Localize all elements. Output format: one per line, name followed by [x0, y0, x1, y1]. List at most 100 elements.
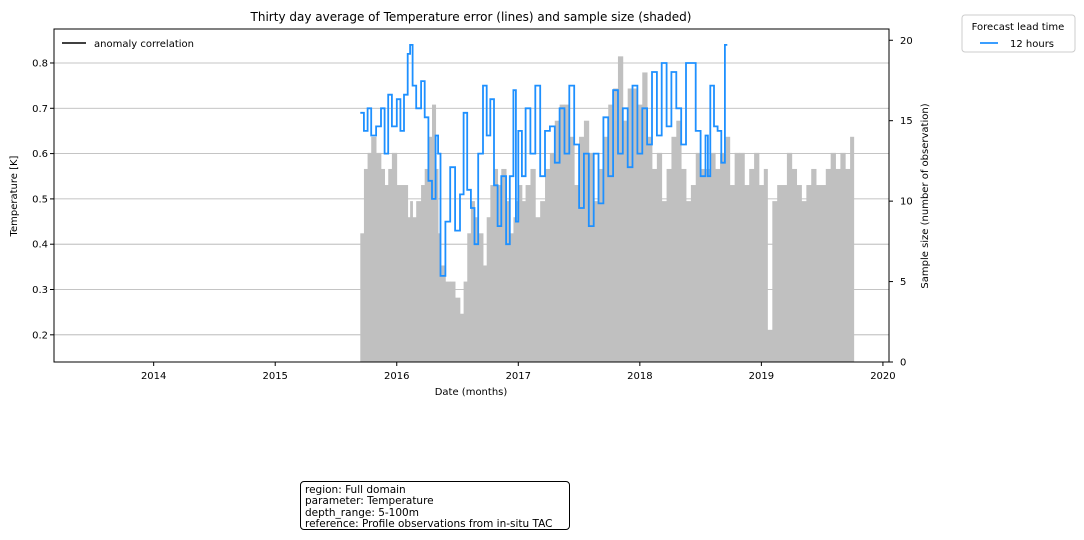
sample-size-bar [363, 168, 368, 362]
sample-size-bar [486, 217, 491, 362]
sample-size-bar [459, 313, 464, 362]
sample-size-bar [509, 233, 514, 362]
y-axis-ticks: 0.2 0.3 0.4 0.5 0.6 0.7 0.8 [32, 58, 54, 341]
sample-size-bar [521, 201, 526, 362]
sample-size-bar [404, 185, 409, 362]
sample-size-bar [396, 185, 401, 362]
sample-size-bar [642, 72, 648, 362]
sample-size-bar [820, 185, 827, 362]
sample-size-bar [613, 88, 619, 363]
sample-size-bar [749, 168, 755, 362]
series-line-0 [360, 44, 728, 277]
sample-size-bar [651, 168, 658, 362]
sample-size-bar [588, 152, 595, 362]
sample-size-bar [497, 185, 502, 362]
sample-size-bar [360, 233, 365, 362]
info-parameter: parameter: Temperature [305, 495, 434, 508]
legend-right: Forecast lead time 12 hours [961, 14, 1076, 53]
sample-size-bar [428, 136, 433, 362]
sample-size-bar [424, 168, 429, 362]
sample-size-bar [463, 281, 468, 362]
sample-size-bar [384, 185, 389, 362]
sample-size-bar [647, 136, 653, 362]
sample-size-bar [850, 136, 855, 362]
sample-size-bar [637, 104, 643, 362]
sample-size-bar [754, 152, 760, 362]
sample-size-bar [835, 168, 841, 362]
y-tick-label: 0.7 [32, 104, 48, 115]
sample-size-bar [470, 201, 475, 362]
sample-size-bar [376, 152, 382, 362]
sample-size-bar [438, 233, 441, 362]
legend-right-title: Forecast lead time [972, 22, 1065, 33]
sample-size-bar [593, 201, 599, 362]
sample-size-bar [440, 265, 446, 362]
sample-size-bar [734, 152, 740, 362]
x-axis-label: Date (months) [435, 387, 508, 398]
sample-size-bar [744, 185, 750, 362]
sample-size-bar [407, 217, 411, 362]
y-axis-label: Temperature [K] [9, 155, 20, 237]
sample-size-bar [845, 168, 851, 362]
y-tick-label: 0.3 [32, 285, 48, 296]
sample-size-bar [690, 185, 697, 362]
x-tick-label: 2015 [262, 371, 287, 382]
sample-size-bar [421, 185, 426, 362]
sample-size-bar [710, 152, 716, 362]
sample-size-bar [545, 168, 551, 362]
sample-size-bar [535, 217, 541, 362]
sample-size-bar [391, 152, 398, 362]
sample-size-bar [450, 281, 456, 362]
sample-size-bar [700, 168, 706, 362]
sample-size-bar [564, 104, 570, 362]
sample-size-bar [371, 136, 377, 362]
y2-axis-ticks: 0 5 10 15 20 [889, 36, 913, 369]
y-tick-label: 0.5 [32, 194, 48, 205]
sample-size-bar [540, 201, 546, 362]
sample-size-bar [515, 201, 519, 362]
sample-size-bar [518, 185, 523, 362]
sample-size-bar [627, 88, 633, 363]
sample-size-bar [656, 152, 663, 362]
sample-size-bar [796, 185, 802, 362]
x-tick-label: 2017 [506, 371, 531, 382]
info-reference: reference: Profile observations from in-… [305, 517, 553, 530]
sample-size-bar [671, 136, 677, 362]
y2-tick-label: 20 [900, 36, 913, 47]
x-tick-label: 2019 [749, 371, 774, 382]
y-tick-label: 0.4 [32, 240, 48, 251]
y-tick-label: 0.2 [32, 330, 48, 341]
sample-size-bar [493, 168, 499, 362]
sample-size-bar [483, 265, 488, 362]
y2-tick-label: 15 [900, 116, 913, 127]
x-tick-label: 2016 [384, 371, 409, 382]
sample-size-bar [608, 104, 614, 362]
sample-size-bar [715, 168, 721, 362]
y2-tick-label: 5 [900, 277, 906, 288]
series-lines [360, 44, 728, 277]
info-depth-range: depth_range: 5-100m [305, 506, 419, 519]
sample-size-bar [806, 185, 812, 362]
sample-size-bar [549, 152, 556, 362]
sample-size-bar [583, 120, 590, 363]
sample-size-bars [360, 56, 855, 363]
sample-size-bar [579, 136, 585, 362]
sample-size-bar [525, 185, 531, 362]
sample-size-bar [840, 152, 846, 362]
sample-size-bar [501, 168, 507, 362]
sample-size-bar [763, 168, 768, 362]
sample-size-bar [380, 168, 385, 362]
sample-size-bar [506, 201, 511, 362]
sample-size-bar [777, 185, 783, 362]
sample-size-bar [825, 168, 832, 362]
sample-size-bar [782, 185, 788, 362]
sample-size-bar [431, 104, 437, 362]
sample-size-bar [758, 185, 765, 362]
sample-size-bar [767, 329, 773, 362]
sample-size-bar [559, 104, 565, 362]
sample-size-bar [455, 297, 461, 362]
info-box: region: Full domain parameter: Temperatu… [300, 481, 570, 530]
y2-axis-label: Sample size (number of observation) [920, 103, 931, 288]
sample-size-bar [801, 201, 807, 362]
sample-size-bar [416, 201, 422, 362]
